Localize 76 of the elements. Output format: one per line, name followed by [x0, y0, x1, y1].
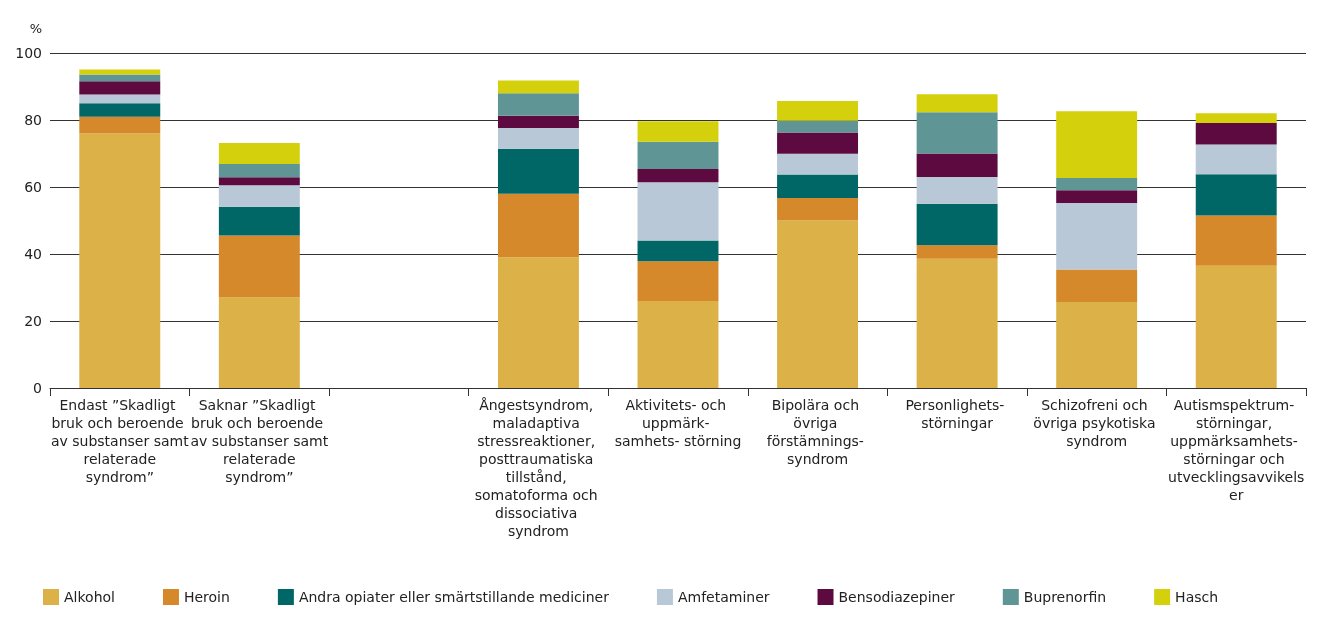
y-tick-label: 20: [24, 313, 42, 329]
bar: [1195, 113, 1277, 124]
bar: [79, 69, 161, 75]
bar: [218, 206, 300, 236]
bar: [777, 198, 859, 221]
bar: [1195, 144, 1277, 175]
bar: [637, 182, 719, 241]
bar: [916, 258, 998, 388]
bar: [218, 177, 300, 186]
bar: [1056, 177, 1138, 191]
bar: [1195, 265, 1277, 388]
bar: [218, 185, 300, 207]
bar: [79, 103, 161, 117]
legend-label: Bensodiazepiner: [838, 589, 956, 605]
bar: [218, 143, 300, 164]
y-tick-label: 60: [24, 179, 42, 195]
x-tick-label: Aktivitets- och uppmärk- samhets- störning: [614, 397, 742, 449]
bar: [777, 132, 859, 154]
bar: [637, 240, 719, 262]
bar: [1195, 123, 1277, 145]
bar: [1056, 203, 1138, 270]
bar: [497, 128, 579, 149]
x-tick-label: Endast ”Skadligt bruk och beroende av substanser samt relaterade syndrom”: [50, 397, 190, 485]
bar: [79, 116, 161, 134]
legend-label: Hasch: [1175, 589, 1219, 605]
bar: [79, 74, 161, 82]
bar: [777, 153, 859, 175]
x-tick-label: Bipolära och övriga förstämnings- syndrom: [766, 397, 869, 467]
bar: [1056, 111, 1138, 178]
bar: [218, 297, 300, 388]
bar: [777, 100, 859, 121]
bar: [497, 193, 579, 258]
bar: [777, 220, 859, 388]
y-tick-label: 100: [15, 45, 42, 61]
x-tick-label: Ångestsyndrom, maladaptiva stressreaktioner, posttraumatiska tillstånd, somatoforma och dissociativa syndrom: [474, 397, 603, 539]
bar: [79, 94, 161, 104]
bar: [497, 80, 579, 94]
y-tick-label: 80: [24, 112, 42, 128]
bar: [637, 261, 719, 301]
bar: [916, 176, 998, 204]
legend-label: Buprenorfin: [1023, 589, 1107, 605]
bar: [916, 94, 998, 113]
legend-label: Heroin: [183, 589, 230, 605]
bar: [916, 153, 998, 177]
bar: [497, 257, 579, 388]
bar: [79, 81, 161, 95]
y-axis-title: %: [29, 21, 42, 36]
bar: [1056, 301, 1138, 388]
bar: [916, 245, 998, 259]
bar: [497, 115, 579, 129]
bar: [218, 235, 300, 298]
x-tick-label: Personlighets- störningar: [905, 397, 1009, 431]
bar: [637, 141, 719, 169]
y-tick-label: 0: [33, 380, 42, 396]
bar: [777, 120, 859, 133]
legend-label: Amfetaminer: [677, 589, 770, 605]
x-tick-label: Autismspektrum- störningar, uppmärksamhets- störningar och utvecklingsavvikelser: [1168, 397, 1305, 503]
bar: [637, 121, 719, 142]
bar: [916, 112, 998, 154]
bar: [1056, 269, 1138, 302]
legend-label: Alkohol: [64, 589, 115, 605]
bar: [916, 203, 998, 246]
x-tick-label: Schizofreni och övriga psykotiska syndrom: [1033, 397, 1160, 449]
x-tick-label: Saknar ”Skadligt bruk och beroende av substanser samt relaterade syndrom”: [190, 397, 329, 485]
bar: [637, 168, 719, 183]
bar: [637, 300, 719, 388]
bar: [1195, 215, 1277, 266]
bar: [1195, 174, 1277, 216]
bar: [1056, 190, 1138, 204]
bar: [497, 93, 579, 116]
legend-label: Andra opiater eller smärtstillande mediciner: [298, 589, 610, 605]
bar: [79, 133, 161, 388]
y-tick-label: 40: [24, 246, 42, 262]
bar: [777, 174, 859, 199]
bar: [497, 148, 579, 194]
bar: [218, 163, 300, 178]
